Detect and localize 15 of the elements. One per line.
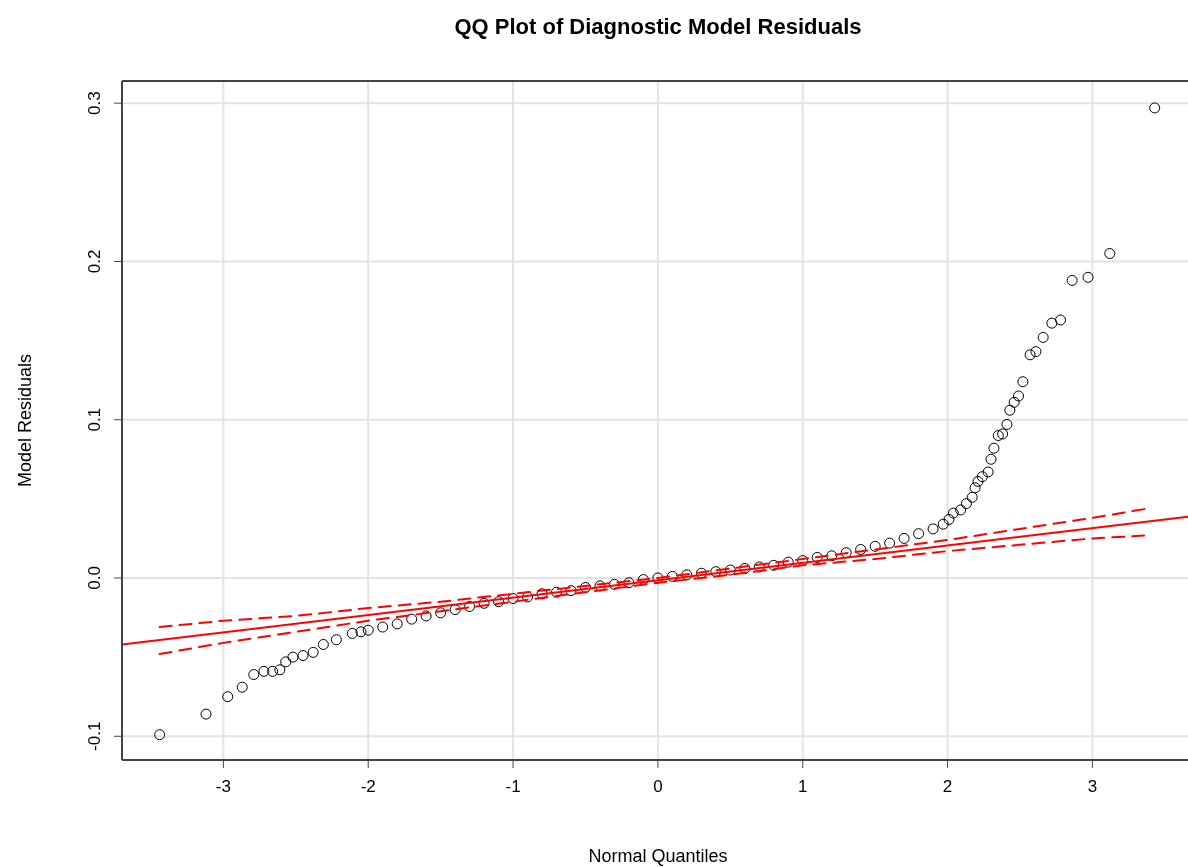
x-tick-label: 0: [653, 777, 663, 796]
x-tick-label: -3: [215, 777, 231, 796]
y-tick-label: 0.3: [85, 91, 104, 115]
y-tick-label: 0.2: [85, 249, 104, 274]
y-tick-label: 0.1: [85, 407, 104, 432]
x-axis-title: Normal Quantiles: [588, 846, 728, 866]
x-tick-label: 2: [942, 777, 953, 796]
x-tick-label: 1: [798, 777, 808, 796]
y-tick-label: 0.0: [85, 566, 104, 590]
x-tick-label: -2: [360, 777, 376, 796]
y-tick-label: -0.1: [85, 721, 104, 751]
x-tick-label: -1: [505, 777, 521, 796]
x-tick-label: 3: [1087, 777, 1098, 796]
y-axis-title: Model Residuals: [15, 353, 35, 488]
chart-title: QQ Plot of Diagnostic Model Residuals: [454, 14, 862, 39]
